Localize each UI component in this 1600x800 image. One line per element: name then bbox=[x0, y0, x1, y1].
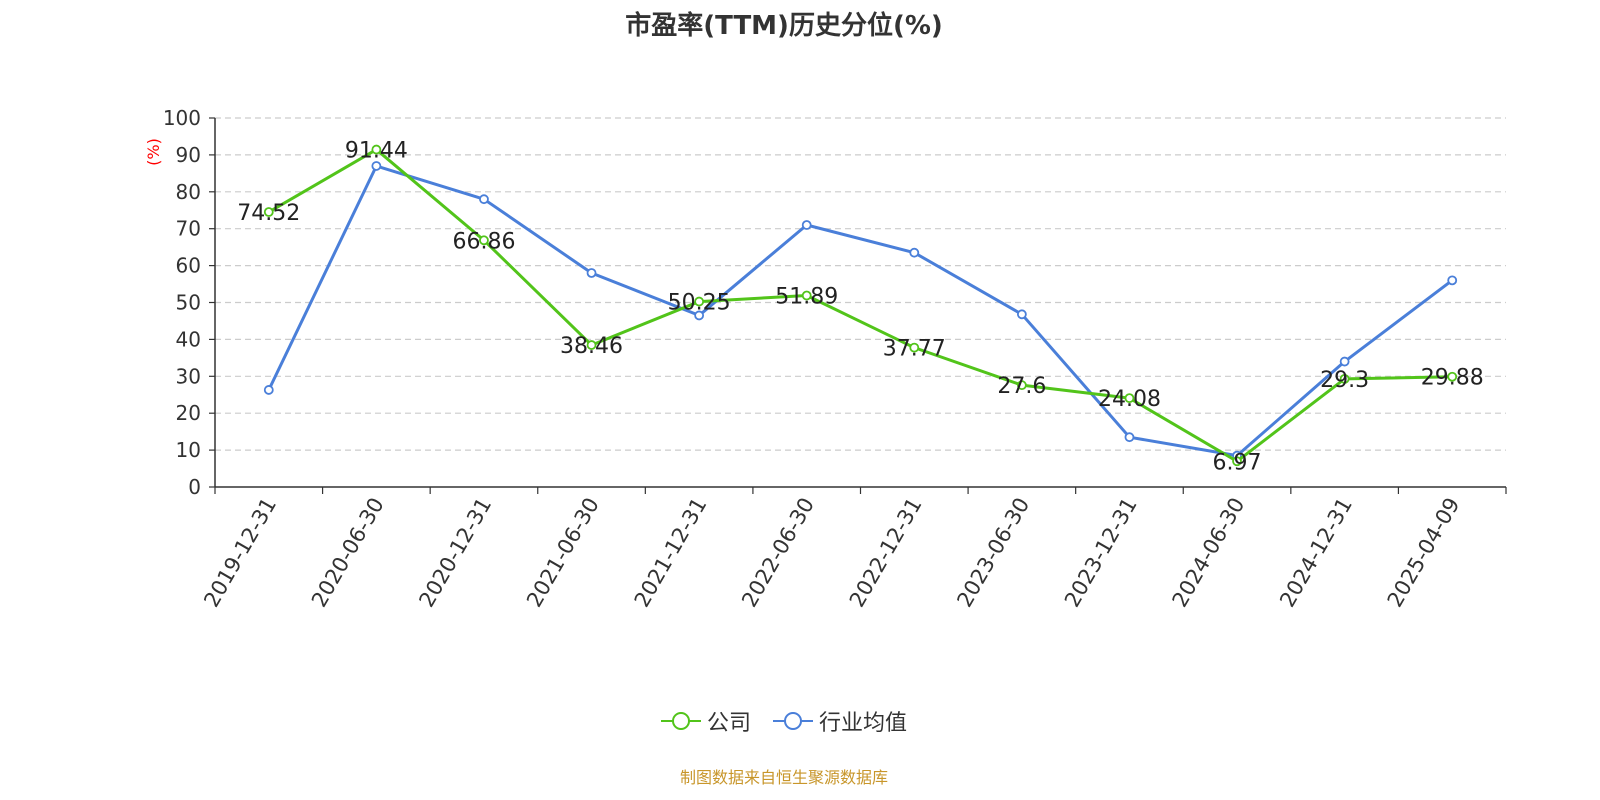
y-axis-label: (%) bbox=[144, 138, 163, 166]
data-label: 27.6 bbox=[997, 374, 1046, 399]
x-tick-label: 2022-12-31 bbox=[845, 494, 927, 612]
data-label: 66.86 bbox=[452, 229, 515, 254]
data-point-company bbox=[1447, 371, 1458, 382]
y-tick-label: 80 bbox=[176, 180, 201, 204]
legend-marker-industry-average bbox=[773, 712, 813, 730]
data-label: 6.97 bbox=[1213, 450, 1262, 475]
data-point-company bbox=[586, 340, 597, 350]
data-point-company bbox=[1124, 393, 1135, 404]
x-tick-label: 2020-12-31 bbox=[414, 494, 496, 612]
source-note: 制图数据来自恒生聚源数据库 bbox=[679, 768, 888, 787]
axes: 0 10 20 30 40 50 60 70 80 90 100(%) 2019-12-31 2020-… bbox=[144, 106, 1507, 612]
data-point-industry-average bbox=[479, 194, 489, 205]
grid-lines bbox=[215, 117, 1506, 451]
data-label: 24.08 bbox=[1098, 387, 1161, 412]
data-point-company bbox=[263, 207, 274, 217]
legend-item-industry-average[interactable]: 行业均值 bbox=[773, 705, 907, 737]
x-tick-label: 2019-12-31 bbox=[199, 494, 281, 612]
legend-item-company[interactable]: 公司 bbox=[660, 705, 751, 737]
data-point-company bbox=[694, 296, 705, 307]
y-tick-label: 20 bbox=[176, 401, 201, 425]
y-tick-label: 40 bbox=[176, 327, 201, 351]
data-point-company bbox=[1339, 373, 1350, 384]
data-label: 51.89 bbox=[775, 285, 838, 310]
data-point-industry-average bbox=[694, 310, 705, 321]
line-chart: 0 10 20 30 40 50 60 70 80 90 100(%) 2019-12-31 2020-… bbox=[144, 106, 1507, 612]
series-line-company bbox=[268, 148, 1453, 463]
data-label: 91.44 bbox=[345, 139, 408, 164]
y-tick-label: 90 bbox=[176, 143, 201, 167]
data-point-company bbox=[1232, 456, 1242, 467]
data-point-industry-average bbox=[371, 161, 382, 171]
x-tick-label: 2025-04-09 bbox=[1383, 494, 1465, 612]
data-point-company bbox=[909, 342, 920, 353]
data-label: 74.52 bbox=[237, 201, 300, 226]
data-point-company bbox=[801, 290, 812, 301]
y-tick-label: 30 bbox=[176, 364, 201, 388]
data-label: 37.77 bbox=[883, 337, 946, 362]
y-tick-label: 0 bbox=[188, 475, 201, 499]
x-tick-label: 2023-12-31 bbox=[1060, 494, 1142, 612]
x-tick-label: 2022-06-30 bbox=[737, 494, 819, 612]
legend: 公司 行业均值 bbox=[0, 705, 1568, 737]
data-label: 29.88 bbox=[1421, 366, 1484, 391]
data-labels: 74.52 91.44 66.86 38.46 50.25 51.89 37.77 27.6 2… bbox=[237, 139, 1483, 476]
legend-marker-company bbox=[660, 712, 701, 730]
y-tick-label: 50 bbox=[176, 291, 201, 315]
data-point-industry-average bbox=[1016, 309, 1027, 320]
x-tick-label: 2020-06-30 bbox=[307, 494, 389, 612]
y-tick-label: 100 bbox=[163, 106, 201, 130]
x-tick-label: 2021-06-30 bbox=[522, 494, 604, 612]
data-label: 50.25 bbox=[668, 291, 731, 316]
legend-label-industry-average: 行业均值 bbox=[819, 711, 908, 736]
y-tick-label: 10 bbox=[176, 438, 201, 462]
x-tick-label: 2024-06-30 bbox=[1168, 494, 1250, 612]
data-point-company bbox=[479, 235, 489, 246]
data-point-industry-average bbox=[263, 385, 274, 395]
legend-label-company: 公司 bbox=[706, 711, 751, 736]
data-point-industry-average bbox=[1447, 275, 1458, 286]
data-point-industry-average bbox=[1124, 432, 1135, 443]
series-layer bbox=[263, 144, 1458, 467]
data-point-industry-average bbox=[801, 220, 812, 230]
series-line-industry-average bbox=[267, 164, 1454, 458]
data-label: 29.3 bbox=[1320, 368, 1369, 393]
x-tick-label: 2023-06-30 bbox=[952, 494, 1034, 612]
x-tick-label: 2021-12-31 bbox=[630, 494, 712, 612]
chart-title: 市盈率(TTM)历史分位(%) bbox=[625, 11, 943, 41]
data-point-company bbox=[371, 144, 382, 155]
data-point-company bbox=[1016, 380, 1027, 391]
y-tick-label: 70 bbox=[176, 217, 201, 241]
data-point-industry-average bbox=[1339, 356, 1350, 367]
x-tick-label: 2024-12-31 bbox=[1275, 494, 1357, 612]
data-point-industry-average bbox=[909, 247, 920, 258]
y-tick-label: 60 bbox=[176, 254, 201, 278]
data-label: 38.46 bbox=[560, 334, 623, 359]
data-point-industry-average bbox=[586, 268, 597, 278]
